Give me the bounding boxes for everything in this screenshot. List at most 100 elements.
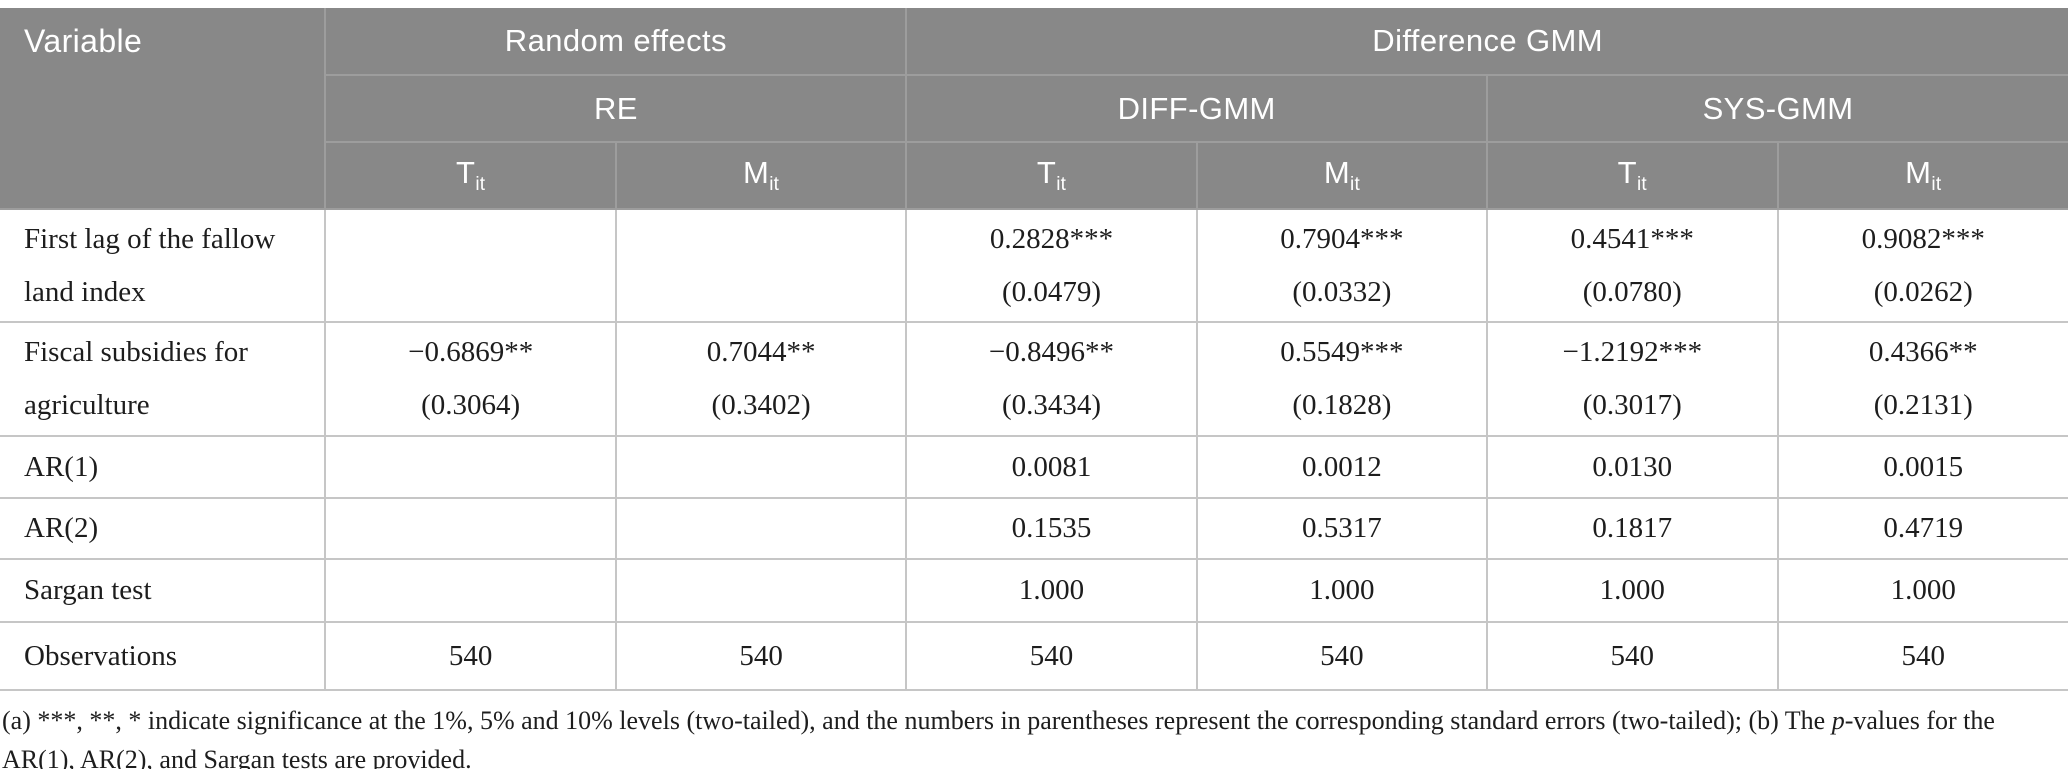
table-cell xyxy=(614,435,908,499)
table-cell: 0.5317 xyxy=(1195,497,1489,560)
table-row-ar2: AR(2) 0.1535 0.5317 0.1817 0.4719 xyxy=(0,497,2068,560)
column-header-m-it: Mit xyxy=(1195,141,1489,210)
row-label-line: agriculture xyxy=(24,389,150,421)
table-cell: 0.7044** (0.3402) xyxy=(614,321,908,437)
column-header-variable: Variable xyxy=(0,8,327,210)
table-cell: 0.4541*** (0.0780) xyxy=(1486,208,1779,323)
table-cell: 0.7904*** (0.0332) xyxy=(1195,208,1489,323)
row-label: First lag of the fallow land index xyxy=(0,208,327,323)
table-row-first-lag: First lag of the fallow land index 0.282… xyxy=(0,208,2068,323)
table-cell: 0.1817 xyxy=(1486,497,1779,560)
column-header-difference-gmm: Difference GMM xyxy=(905,8,2068,76)
footnote-text: (a) ***, **, * indicate significance at … xyxy=(2,706,1832,735)
standard-error: (0.1828) xyxy=(1292,389,1392,421)
column-symbol: M xyxy=(1323,155,1351,190)
coefficient: 0.2828*** xyxy=(989,222,1114,255)
coefficient: −0.8496** xyxy=(988,336,1115,368)
table-header: Variable Random effects Difference GMM R… xyxy=(0,8,2068,210)
table-row-observations: Observations 540 540 540 540 540 540 xyxy=(0,621,2068,691)
coefficient: −1.2192*** xyxy=(1562,336,1703,368)
column-symbol: T xyxy=(456,155,476,190)
footnote-p-italic: p xyxy=(1831,706,1845,735)
standard-error: (0.0780) xyxy=(1582,275,1682,308)
row-label: AR(2) xyxy=(0,497,327,560)
standard-error: (0.0332) xyxy=(1292,275,1392,308)
table-cell xyxy=(614,208,908,323)
row-label-line: Fiscal subsidies for xyxy=(24,336,248,368)
column-symbol: T xyxy=(1036,155,1057,190)
header-group-row: Variable Random effects Difference GMM xyxy=(0,8,2068,210)
row-label: Observations xyxy=(0,621,327,691)
coefficient: 0.4541*** xyxy=(1570,222,1694,255)
table-cell: 1.000 xyxy=(1776,558,2068,623)
table-cell: 0.5549*** (0.1828) xyxy=(1195,321,1489,437)
table-cell: 540 xyxy=(324,621,617,691)
table-cell: 0.4719 xyxy=(1776,497,2068,560)
column-symbol: T xyxy=(1617,155,1638,190)
coefficient: 0.5549*** xyxy=(1280,336,1404,368)
column-subscript: it xyxy=(1350,174,1360,195)
table-cell: −0.8496** (0.3434) xyxy=(905,321,1198,437)
table-cell: 540 xyxy=(614,621,908,691)
standard-error: (0.3017) xyxy=(1582,389,1682,421)
column-header-m-it: Mit xyxy=(614,141,908,210)
column-header-t-it: Tit xyxy=(905,141,1198,210)
table-footnote: (a) ***, **, * indicate significance at … xyxy=(0,701,2068,769)
coefficient: 0.7044** xyxy=(706,336,816,368)
row-label-line: land index xyxy=(24,275,146,308)
column-subscript: it xyxy=(1637,174,1647,195)
coefficient: 0.4366** xyxy=(1868,336,1978,368)
column-subscript: it xyxy=(475,174,486,195)
table-cell: 0.0012 xyxy=(1195,435,1489,499)
coefficient: 0.7904*** xyxy=(1280,222,1404,255)
column-header-sys-gmm: SYS-GMM xyxy=(1486,74,2068,143)
table-cell: 0.4366** (0.2131) xyxy=(1776,321,2068,437)
table-row-ar1: AR(1) 0.0081 0.0012 0.0130 0.0015 xyxy=(0,435,2068,499)
column-header-t-it: Tit xyxy=(324,141,617,210)
table-cell: −0.6869** (0.3064) xyxy=(324,321,617,437)
column-header-m-it: Mit xyxy=(1776,141,2068,210)
table-row-sargan-test: Sargan test 1.000 1.000 1.000 1.000 xyxy=(0,558,2068,623)
coefficient: −0.6869** xyxy=(408,336,534,368)
table-cell xyxy=(324,435,617,499)
table-cell: −1.2192*** (0.3017) xyxy=(1486,321,1779,437)
coefficient: 0.9082*** xyxy=(1861,222,1985,255)
table-cell xyxy=(614,497,908,560)
column-symbol: M xyxy=(1905,155,1932,190)
column-symbol: M xyxy=(743,155,770,190)
paper-table-page: Variable Random effects Difference GMM R… xyxy=(0,8,2068,769)
table-cell: 0.1535 xyxy=(905,497,1198,560)
table-row-fiscal-subsidies: Fiscal subsidies for agriculture −0.6869… xyxy=(0,321,2068,437)
column-header-t-it: Tit xyxy=(1486,141,1779,210)
table-cell: 540 xyxy=(1776,621,2068,691)
table-cell: 0.0015 xyxy=(1776,435,2068,499)
results-table: Variable Random effects Difference GMM R… xyxy=(0,8,2068,691)
column-subscript: it xyxy=(1056,174,1067,195)
standard-error: (0.3064) xyxy=(421,389,521,421)
standard-error: (0.3434) xyxy=(1001,389,1102,421)
table-cell: 540 xyxy=(905,621,1198,691)
column-subscript: it xyxy=(769,174,780,195)
standard-error: (0.3402) xyxy=(711,389,811,421)
standard-error: (0.2131) xyxy=(1873,389,1973,421)
row-label: AR(1) xyxy=(0,435,327,499)
standard-error: (0.0262) xyxy=(1873,275,1973,308)
table-cell: 1.000 xyxy=(905,558,1198,623)
row-label: Sargan test xyxy=(0,558,327,623)
footnote-text: -values for the AR(1), AR(2), and Sargan… xyxy=(2,706,1995,769)
column-header-re: RE xyxy=(324,74,908,143)
table-cell: 1.000 xyxy=(1195,558,1489,623)
table-cell xyxy=(324,497,617,560)
table-cell xyxy=(324,558,617,623)
row-label-line: First lag of the fallow xyxy=(24,222,276,255)
header-model-row: RE DIFF-GMM SYS-GMM xyxy=(0,74,2068,143)
table-body: First lag of the fallow land index 0.282… xyxy=(0,208,2068,691)
table-cell: 0.2828*** (0.0479) xyxy=(905,208,1198,323)
table-cell: 540 xyxy=(1195,621,1489,691)
column-header-diff-gmm: DIFF-GMM xyxy=(905,74,1489,143)
table-cell: 0.0130 xyxy=(1486,435,1779,499)
table-cell: 1.000 xyxy=(1486,558,1779,623)
column-subscript: it xyxy=(1931,174,1942,195)
table-cell xyxy=(614,558,908,623)
table-cell: 0.0081 xyxy=(905,435,1198,499)
